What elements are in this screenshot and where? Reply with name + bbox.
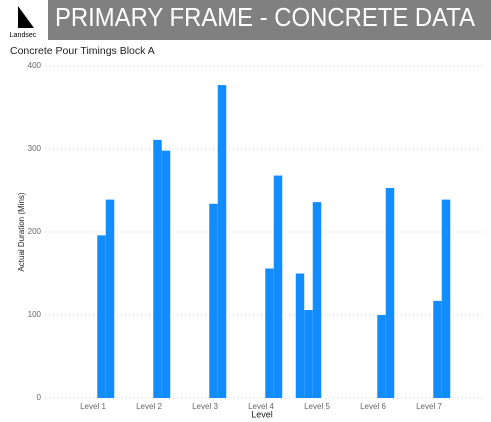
bar bbox=[105, 199, 115, 398]
bar bbox=[295, 273, 305, 398]
bar bbox=[377, 315, 386, 398]
bar bbox=[217, 85, 227, 398]
y-tick-label: 100 bbox=[28, 310, 42, 319]
header-band bbox=[48, 0, 491, 40]
page-title: PRIMARY FRAME - CONCRETE DATA bbox=[55, 2, 476, 32]
y-tick-label: 400 bbox=[28, 61, 42, 70]
x-tick-label: Level 5 bbox=[304, 402, 330, 411]
bar bbox=[441, 199, 451, 398]
x-tick-label: Level 7 bbox=[416, 402, 442, 411]
bar bbox=[304, 310, 313, 398]
logo-mark bbox=[18, 6, 34, 28]
x-tick-label: Level 4 bbox=[248, 402, 274, 411]
bar bbox=[209, 203, 218, 398]
x-tick-label: Level 2 bbox=[136, 402, 162, 411]
bar bbox=[312, 202, 322, 398]
y-tick-label: 0 bbox=[37, 393, 42, 402]
y-tick-label: 200 bbox=[28, 227, 42, 236]
x-axis-label: Level bbox=[251, 409, 273, 419]
y-axis-label: Actual Duration (Mins) bbox=[17, 192, 26, 271]
x-tick-label: Level 6 bbox=[360, 402, 386, 411]
logo-text: Landsec bbox=[10, 32, 37, 39]
bar bbox=[97, 235, 106, 398]
bar bbox=[161, 150, 171, 398]
bar bbox=[153, 139, 162, 398]
bar bbox=[433, 300, 442, 398]
bar bbox=[273, 175, 283, 398]
x-tick-label: Level 3 bbox=[192, 402, 218, 411]
chart-title: Concrete Pour Timings Block A bbox=[10, 45, 155, 57]
y-tick-label: 300 bbox=[28, 144, 42, 153]
bar bbox=[265, 268, 274, 398]
x-tick-label: Level 1 bbox=[80, 402, 106, 411]
bar bbox=[385, 188, 395, 398]
